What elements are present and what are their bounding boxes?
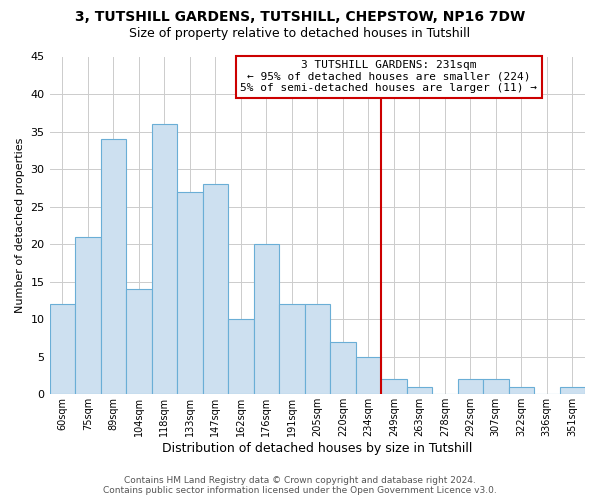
Text: 3 TUTSHILL GARDENS: 231sqm
← 95% of detached houses are smaller (224)
5% of semi: 3 TUTSHILL GARDENS: 231sqm ← 95% of deta… bbox=[240, 60, 537, 94]
Y-axis label: Number of detached properties: Number of detached properties bbox=[15, 138, 25, 313]
Bar bbox=[177, 192, 203, 394]
Bar bbox=[50, 304, 75, 394]
Bar bbox=[483, 380, 509, 394]
Bar bbox=[560, 387, 585, 394]
Bar bbox=[126, 289, 152, 395]
X-axis label: Distribution of detached houses by size in Tutshill: Distribution of detached houses by size … bbox=[162, 442, 472, 455]
Bar bbox=[101, 139, 126, 394]
Bar bbox=[75, 236, 101, 394]
Text: Size of property relative to detached houses in Tutshill: Size of property relative to detached ho… bbox=[130, 28, 470, 40]
Bar bbox=[152, 124, 177, 394]
Bar bbox=[305, 304, 330, 394]
Text: 3, TUTSHILL GARDENS, TUTSHILL, CHEPSTOW, NP16 7DW: 3, TUTSHILL GARDENS, TUTSHILL, CHEPSTOW,… bbox=[75, 10, 525, 24]
Bar bbox=[458, 380, 483, 394]
Bar bbox=[330, 342, 356, 394]
Bar bbox=[203, 184, 228, 394]
Bar bbox=[407, 387, 432, 394]
Bar bbox=[356, 357, 381, 395]
Text: Contains HM Land Registry data © Crown copyright and database right 2024.
Contai: Contains HM Land Registry data © Crown c… bbox=[103, 476, 497, 495]
Bar bbox=[279, 304, 305, 394]
Bar bbox=[228, 319, 254, 394]
Bar bbox=[381, 380, 407, 394]
Bar bbox=[254, 244, 279, 394]
Bar bbox=[509, 387, 534, 394]
